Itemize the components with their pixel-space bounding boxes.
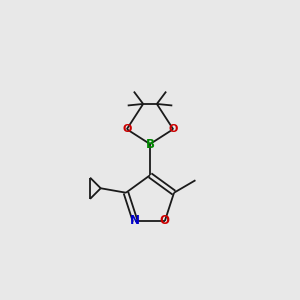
Text: B: B <box>146 138 154 151</box>
Text: O: O <box>169 124 178 134</box>
Text: N: N <box>130 214 140 227</box>
Text: O: O <box>160 214 170 227</box>
Text: O: O <box>122 124 131 134</box>
